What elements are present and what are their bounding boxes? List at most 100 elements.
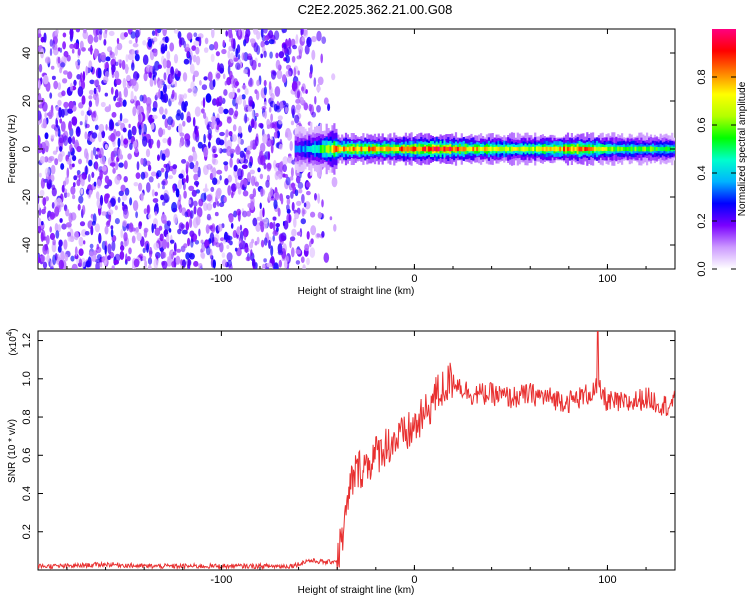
y-tick-label: 1.2 <box>21 333 33 348</box>
noise-speckle <box>132 200 139 212</box>
signal-cell <box>559 146 562 152</box>
noise-speckle <box>278 233 285 242</box>
noise-speckle <box>156 170 162 178</box>
noise-speckle <box>93 87 97 95</box>
signal-cell <box>561 147 564 151</box>
noise-speckle <box>263 237 268 246</box>
noise-speckle <box>143 227 149 233</box>
snr-multiplier: (x104) <box>5 328 19 355</box>
noise-speckle <box>131 49 136 60</box>
y-tick-label: 0.8 <box>21 409 33 424</box>
noise-speckle <box>212 98 217 106</box>
signal-cell <box>514 147 517 151</box>
noise-speckle <box>321 36 327 44</box>
noise-speckle <box>210 53 215 63</box>
noise-speckle <box>63 108 69 116</box>
signal-cell <box>470 146 473 152</box>
noise-speckle <box>270 255 275 266</box>
noise-speckle <box>44 132 49 140</box>
noise-speckle <box>165 163 171 173</box>
noise-speckle <box>38 143 43 149</box>
noise-speckle <box>52 43 58 51</box>
noise-speckle <box>184 211 189 218</box>
noise-speckle <box>149 77 154 87</box>
signal-cell <box>296 146 299 153</box>
noise-speckle <box>200 239 204 244</box>
noise-speckle <box>260 53 264 59</box>
noise-speckle <box>95 246 102 254</box>
noise-speckle <box>75 60 78 67</box>
noise-speckle <box>103 193 109 204</box>
noise-speckle <box>43 32 47 43</box>
noise-speckle <box>114 205 118 211</box>
noise-speckle <box>93 110 97 118</box>
noise-speckle <box>138 221 142 230</box>
noise-speckle <box>232 124 237 132</box>
noise-speckle <box>157 64 162 69</box>
noise-speckle <box>188 185 195 191</box>
noise-speckle <box>302 264 306 269</box>
noise-speckle <box>260 155 266 166</box>
noise-speckle <box>80 257 86 268</box>
noise-speckle <box>304 243 310 252</box>
noise-speckle <box>54 206 60 217</box>
noise-speckle <box>265 179 270 188</box>
noise-speckle <box>148 246 153 258</box>
noise-speckle <box>234 174 238 184</box>
signal-cell <box>375 146 378 152</box>
noise-speckle <box>256 216 262 221</box>
noise-speckle <box>195 55 201 66</box>
noise-speckle <box>229 70 233 80</box>
noise-speckle <box>204 37 209 45</box>
noise-speckle <box>278 119 283 125</box>
noise-speckle <box>94 124 99 130</box>
noise-speckle <box>223 196 227 203</box>
signal-cell <box>393 146 396 152</box>
noise-speckle <box>94 161 98 170</box>
signal-cell <box>302 146 305 152</box>
noise-speckle <box>76 126 81 134</box>
noise-speckle <box>113 95 117 102</box>
x-tick-label: 0 <box>411 273 417 285</box>
signal-cell <box>499 146 502 152</box>
noise-speckle <box>132 42 139 48</box>
signal-cell <box>487 147 490 151</box>
noise-speckle <box>311 111 317 118</box>
signal-cell <box>509 146 512 152</box>
noise-speckle <box>133 95 137 103</box>
noise-speckle <box>204 116 209 126</box>
noise-speckle <box>158 127 164 138</box>
noise-speckle <box>193 32 198 38</box>
signal-cell <box>593 146 597 152</box>
noise-speckle <box>132 106 137 117</box>
noise-speckle <box>203 133 206 144</box>
signal-cell <box>416 146 419 152</box>
noise-speckle <box>113 259 119 265</box>
signal-cell <box>358 147 361 151</box>
noise-speckle <box>295 260 301 265</box>
noise-speckle <box>104 143 108 150</box>
signal-cell <box>543 146 546 152</box>
noise-speckle <box>154 211 158 216</box>
noise-speckle <box>56 197 62 206</box>
noise-speckle <box>55 230 60 239</box>
signal-cell <box>395 146 398 152</box>
noise-speckle <box>273 103 278 112</box>
noise-speckle <box>239 138 244 145</box>
noise-speckle <box>152 114 158 120</box>
noise-speckle <box>248 78 254 88</box>
noise-speckle <box>79 221 86 227</box>
noise-speckle <box>49 211 56 220</box>
noise-speckle <box>266 162 272 172</box>
noise-speckle <box>154 29 158 37</box>
signal-cell <box>495 146 498 152</box>
noise-speckle <box>218 63 225 74</box>
signal-cell <box>630 146 633 152</box>
noise-speckle <box>284 131 289 138</box>
noise-speckle <box>147 164 152 172</box>
noise-speckle <box>297 181 304 190</box>
noise-speckle <box>227 50 231 59</box>
noise-speckle <box>222 239 227 244</box>
noise-speckle <box>254 115 257 122</box>
noise-speckle <box>247 68 251 78</box>
